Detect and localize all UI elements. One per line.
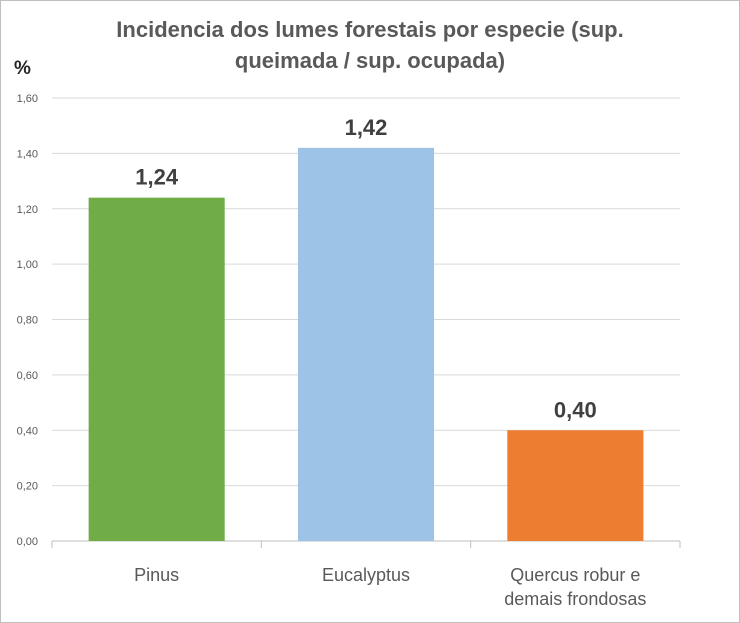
y-tick-label: 1,60: [17, 93, 38, 105]
y-axis-ticks: 0,00 0,20 0,40 0,60 0,80 1,00 1,20 1,40 1,60: [17, 93, 38, 548]
data-label: 1,24: [135, 165, 179, 190]
y-tick-label: 1,20: [17, 204, 38, 216]
y-tick-label: 0,20: [17, 481, 38, 493]
data-label: 1,42: [345, 115, 388, 140]
y-tick-label: 0,60: [17, 370, 38, 382]
category-label: Eucalyptus: [322, 565, 410, 585]
y-tick-label: 1,40: [17, 148, 38, 160]
chart-title-line-2: queimada / sup. ocupada): [234, 48, 506, 73]
y-tick-label: 0,40: [17, 425, 38, 437]
bar: [297, 147, 435, 541]
chart-title-line-1: Incidencia dos lumes forestais por espec…: [116, 17, 624, 42]
y-tick-label: 1,00: [17, 259, 38, 271]
bar: [507, 430, 644, 541]
data-label: 0,40: [554, 397, 597, 422]
bars: [88, 147, 644, 542]
y-tick-label: 0,00: [17, 536, 38, 548]
category-labels: Pinus Eucalyptus Quercus robur e demais fro…: [134, 565, 646, 609]
category-label: Quercus robur e demais frondosas: [504, 565, 646, 609]
data-labels: 1,24 1,42 0,40: [135, 115, 596, 422]
chart-title: Incidencia dos lumes forestais por espec…: [0, 14, 740, 76]
bar: [88, 197, 225, 542]
category-label: Pinus: [134, 565, 179, 585]
y-axis-unit-label: %: [14, 58, 31, 79]
y-tick-label: 0,80: [17, 315, 38, 327]
